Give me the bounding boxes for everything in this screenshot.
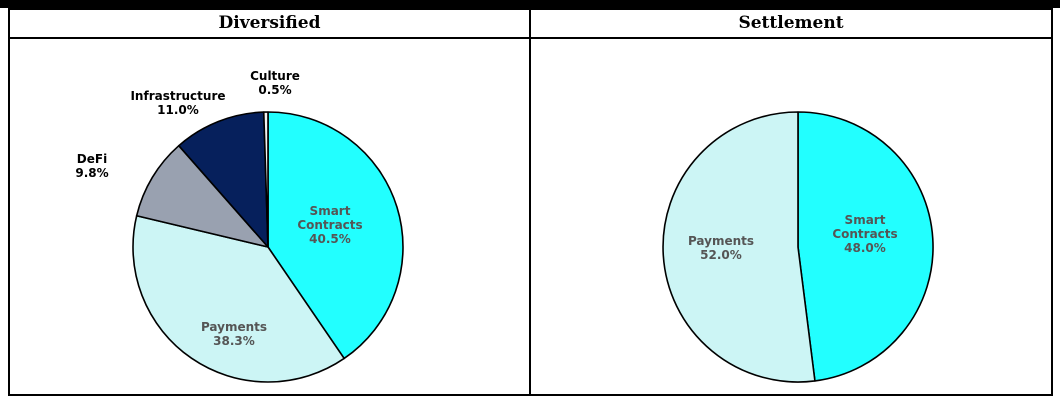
slice-label-defi: DeFi 9.8%	[75, 152, 108, 180]
slice-label-payments: Payments 52.0%	[688, 234, 754, 262]
pie-slice-payments	[662, 111, 816, 383]
pie-slice-smart-contracts	[797, 111, 934, 382]
pie-chart-diversified: Smart Contracts 40.5% Payments 38.3% DeFi 9.8%…	[75, 69, 404, 383]
panel-title-diversified: Diversified	[218, 13, 321, 33]
pie-slice-culture	[262, 111, 269, 248]
chart-frame: Diversified Settlement Smart Contracts 40.…	[8, 8, 1053, 396]
pie-slice-smart-contracts	[267, 111, 404, 360]
pie-slice-defi	[135, 144, 269, 248]
panel-divider	[529, 10, 531, 394]
slice-label-payments: Payments 38.3%	[201, 320, 267, 348]
panel-diversified: Smart Contracts 40.5% Payments 38.3% DeFi 9.8%…	[10, 39, 529, 394]
slice-label-infrastructure: Infrastructure 11.0%	[130, 89, 225, 117]
top-black-bar	[0, 0, 1060, 8]
pie-chart-settlement: Smart Contracts 48.0% Payments 52.0%	[662, 111, 934, 383]
pie-slice-infrastructure	[178, 111, 269, 248]
pie-slice-payments	[132, 214, 345, 383]
panel-settlement: Smart Contracts 48.0% Payments 52.0%	[531, 39, 1051, 394]
panel-title-settlement: Settlement	[738, 13, 844, 33]
slice-label-culture: Culture 0.5%	[250, 69, 300, 97]
slice-label-smart-contracts: Smart Contracts 48.0%	[832, 213, 897, 255]
slice-label-smart-contracts: Smart Contracts 40.5%	[297, 204, 362, 246]
